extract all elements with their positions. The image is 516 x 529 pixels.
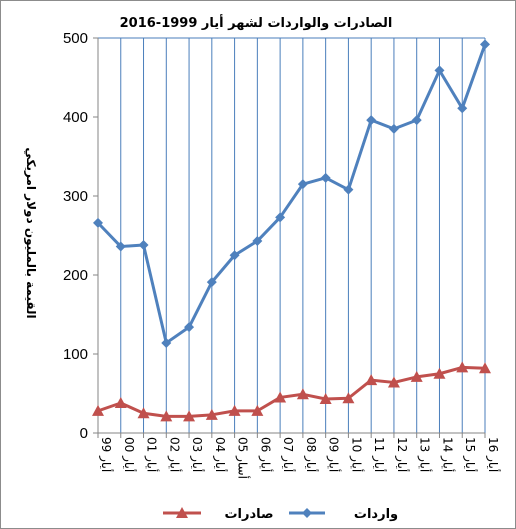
data-point — [228, 404, 241, 416]
data-point — [411, 115, 422, 126]
data-point — [433, 367, 446, 379]
legend-label: صادرات — [224, 507, 273, 522]
x-tick-label: أيار 14 — [439, 437, 455, 472]
data-point — [93, 217, 103, 228]
data-point — [456, 361, 469, 373]
x-tick-label: أيار 04 — [212, 437, 228, 472]
legend: صادرات واردات — [163, 507, 398, 522]
data-point — [206, 277, 217, 288]
x-tick-label: أيار 09 — [326, 437, 342, 472]
data-point — [92, 404, 104, 416]
x-tick-label: أيار 10 — [348, 437, 364, 472]
x-tick-label: أسار 05 — [235, 437, 251, 479]
x-tick-label: أيار 06 — [257, 437, 273, 472]
data-point — [275, 212, 286, 223]
data-point — [343, 184, 354, 195]
x-tick-label: أيار 07 — [280, 437, 296, 472]
data-point — [366, 115, 377, 126]
x-tick-label: أيار 02 — [166, 437, 182, 472]
data-point — [176, 507, 188, 518]
series-diamond — [93, 39, 490, 348]
y-tick-label: 200 — [63, 267, 88, 284]
x-tick-label: أيار 15 — [462, 437, 478, 472]
data-point — [302, 508, 312, 518]
data-point — [161, 337, 172, 348]
x-tick-label: أيار 16 — [485, 437, 501, 472]
x-tick-label: أيار 13 — [417, 437, 433, 472]
data-point — [137, 407, 150, 419]
x-tick-labels: أيار 99 أيار 00 أيار 01 أيار 02 أيار 03 أيار … — [97, 433, 501, 479]
data-series — [92, 39, 491, 422]
data-point — [160, 410, 173, 422]
data-point — [387, 376, 400, 388]
data-point — [205, 408, 218, 420]
series-triangle — [92, 361, 491, 422]
series-line — [97, 365, 486, 418]
legend-entry: صادرات — [163, 507, 274, 522]
x-tick-label: أيار 08 — [303, 437, 319, 472]
y-tick-labels: 0 100 200 300 400 500 — [63, 30, 98, 442]
data-point — [114, 396, 127, 408]
data-point — [252, 236, 263, 247]
data-point — [297, 179, 308, 190]
x-tick-label: أيار 11 — [371, 437, 387, 472]
data-point — [434, 65, 445, 76]
legend-entry: واردات — [289, 507, 398, 522]
data-point — [342, 392, 355, 404]
data-point — [410, 370, 423, 382]
series-line — [96, 43, 487, 345]
gridlines — [97, 37, 486, 433]
y-tick-label: 500 — [63, 30, 88, 47]
data-point — [274, 391, 287, 403]
data-point — [388, 123, 399, 134]
axes — [97, 38, 485, 434]
data-point — [480, 39, 490, 50]
y-tick-label: 300 — [63, 188, 88, 205]
data-point — [115, 241, 126, 252]
data-point — [138, 239, 149, 250]
x-tick-label: أيار 00 — [121, 437, 137, 472]
x-tick-label: أيار 01 — [144, 437, 160, 472]
data-point — [183, 410, 196, 422]
y-tick-label: 0 — [80, 425, 88, 442]
chart-title: الصادرات والواردات لشهر أيار 1999-2016 — [120, 14, 393, 31]
x-tick-label: أيار 03 — [189, 437, 205, 472]
data-point — [296, 388, 309, 400]
legend-label: واردات — [354, 507, 398, 522]
data-point — [229, 250, 240, 261]
data-point — [365, 374, 378, 386]
data-point — [457, 103, 468, 114]
data-point — [479, 362, 491, 374]
y-axis-title: القيمة بالمليون دولار امريكي — [23, 147, 38, 318]
x-tick-label: أيار 99 — [98, 437, 114, 472]
data-point — [320, 172, 331, 183]
data-point — [319, 393, 332, 405]
data-point — [184, 322, 195, 333]
data-point — [251, 404, 264, 416]
y-tick-label: 100 — [63, 346, 88, 363]
y-tick-label: 400 — [63, 109, 88, 126]
x-tick-label: أيار 12 — [394, 437, 410, 472]
